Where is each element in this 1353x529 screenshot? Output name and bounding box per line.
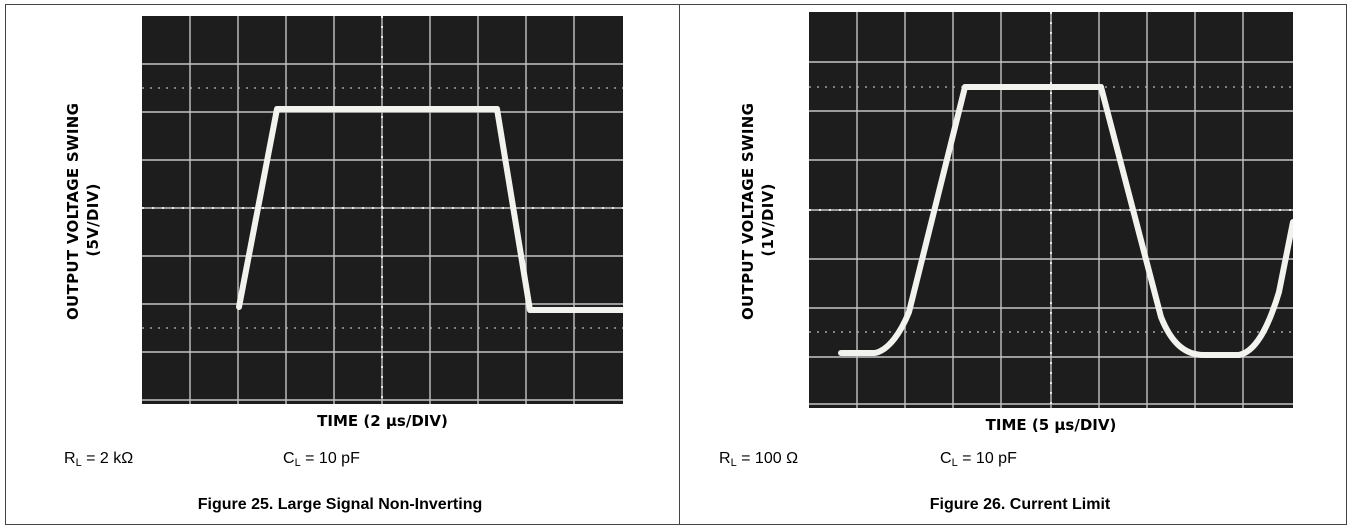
- fig26-y-axis-label: OUTPUT VOLTAGE SWING (1V/DIV): [739, 102, 777, 320]
- figure-frame: [5, 4, 1347, 525]
- fig26-waveform-trace: [838, 84, 1293, 358]
- fig25-load-capacitance: CL = 10 pF: [283, 450, 360, 469]
- fig26-x-axis-label: TIME (5 μs/DIV): [985, 416, 1117, 434]
- fig26-caption: Figure 26. Current Limit: [929, 496, 1111, 513]
- fig25-center-axis-ticks: [142, 16, 623, 404]
- fig25-oscilloscope-screen: [142, 16, 623, 404]
- panel-divider: [679, 4, 680, 525]
- fig25-x-axis-label: TIME (2 μs/DIV): [317, 412, 448, 430]
- fig25-grid: [142, 16, 623, 404]
- fig26-dotted-ref-lines: [809, 86, 1293, 333]
- fig25-y-axis-label: OUTPUT VOLTAGE SWING (5V/DIV): [64, 102, 102, 320]
- fig25-load-resistance: RL = 2 kΩ: [64, 450, 134, 469]
- fig26-load-resistance: RL = 100 Ω: [719, 450, 799, 469]
- fig25-waveform-trace: [236, 106, 623, 313]
- fig26-oscilloscope-screen: [809, 12, 1293, 408]
- fig25-caption: Figure 25. Large Signal Non-Inverting: [197, 496, 483, 513]
- fig26-load-capacitance: CL = 10 pF: [940, 450, 1017, 469]
- fig26-center-axis-ticks: [809, 12, 1293, 408]
- fig25-dotted-ref-lines: [142, 87, 623, 329]
